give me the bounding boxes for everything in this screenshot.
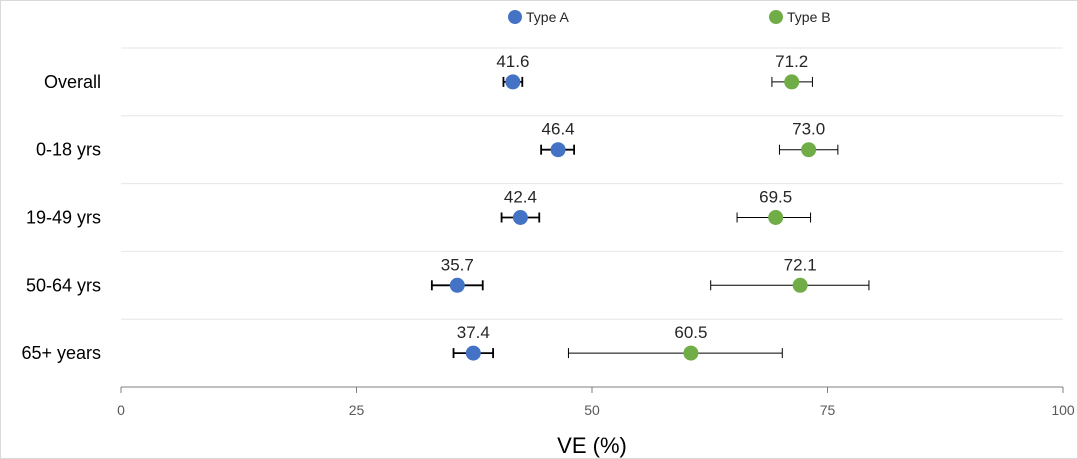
gridlines: [121, 47, 1063, 320]
data-point: [792, 277, 808, 293]
data-point: [550, 142, 566, 158]
data-label: 60.5: [674, 323, 707, 342]
x-axis: 0 25 50 75 100: [117, 386, 1075, 418]
legend: Type A Type B: [508, 9, 831, 25]
x-axis-title: VE (%): [557, 433, 627, 458]
data-point: [801, 142, 817, 158]
error-bar: [567, 348, 783, 359]
legend-item: Type A: [508, 9, 569, 25]
error-bar: [710, 280, 870, 291]
data-label: 41.6: [496, 52, 529, 71]
data-label: 69.5: [759, 188, 792, 207]
data-labels: 41.6 46.4 42.4 35.7 37.4 71.2 73.0 69.5 72.1 60.5: [441, 52, 825, 342]
data-label: 35.7: [441, 255, 474, 274]
category-label: 50-64 yrs: [26, 275, 101, 295]
x-tick-label: 75: [820, 402, 836, 418]
legend-marker: [769, 10, 783, 24]
category-label: 19-49 yrs: [26, 208, 101, 228]
legend-label: Type B: [787, 9, 831, 25]
legend-label: Type A: [526, 9, 569, 25]
legend-item: Type B: [769, 9, 831, 25]
data-point: [449, 277, 465, 293]
data-label: 72.1: [784, 255, 817, 274]
data-point: [768, 210, 784, 225]
category-labels: Overall 0-18 yrs 19-49 yrs 50-64 yrs 65+ yea…: [21, 72, 101, 363]
data-label: 73.0: [792, 120, 825, 139]
data-points: [449, 74, 817, 361]
data-point: [784, 74, 800, 90]
data-label: 71.2: [775, 52, 808, 71]
data-point: [465, 345, 481, 361]
x-tick-label: 0: [117, 402, 125, 418]
legend-marker: [508, 10, 522, 24]
data-label: 37.4: [457, 323, 490, 342]
category-label: 65+ years: [21, 343, 101, 363]
x-tick-label: 50: [584, 402, 600, 418]
data-label: 42.4: [504, 188, 537, 207]
data-point: [683, 345, 699, 361]
category-label: 0-18 yrs: [36, 140, 101, 160]
data-point: [505, 74, 521, 90]
x-tick-label: 100: [1051, 402, 1075, 418]
data-label: 46.4: [542, 120, 575, 139]
category-label: Overall: [44, 72, 101, 92]
x-tick-label: 25: [349, 402, 365, 418]
data-point: [512, 210, 528, 225]
